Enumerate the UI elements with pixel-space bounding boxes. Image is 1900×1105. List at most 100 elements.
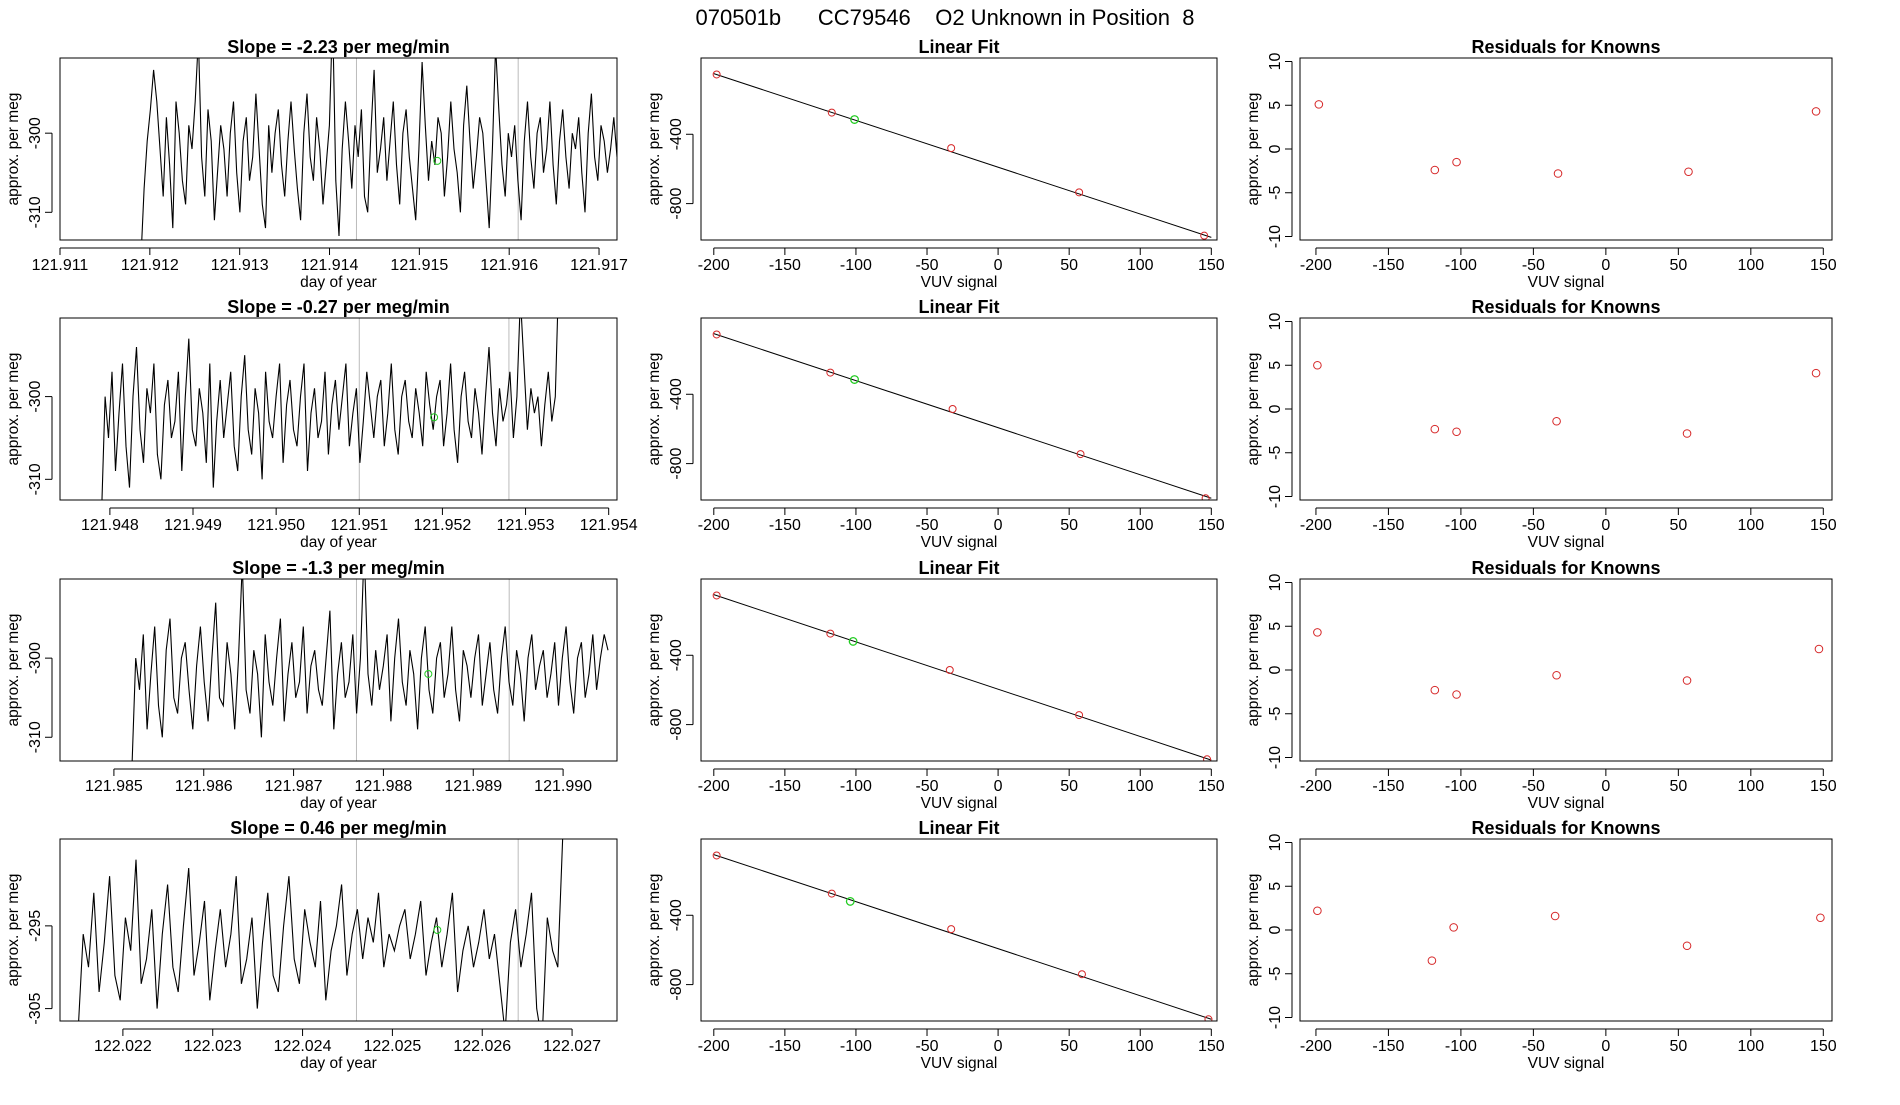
y-axis-label: approx. per meg bbox=[1245, 353, 1262, 466]
plot-frame bbox=[700, 57, 1218, 241]
x-tick-label: 121.986 bbox=[175, 778, 233, 795]
y-tick-label: 0 bbox=[1267, 144, 1284, 153]
x-tick-label: 150 bbox=[1198, 257, 1225, 274]
panel-title: Linear Fit bbox=[918, 818, 999, 838]
known-point bbox=[827, 889, 836, 898]
x-tick-label: 50 bbox=[1669, 778, 1687, 795]
unknown-point bbox=[430, 413, 439, 422]
panel-title: Linear Fit bbox=[918, 37, 999, 57]
data-series-line bbox=[131, 579, 609, 761]
y-tick-label: 10 bbox=[1267, 53, 1284, 71]
plot-frame bbox=[1299, 57, 1833, 241]
residual-point bbox=[1449, 923, 1458, 932]
x-axis-label: VUV signal bbox=[921, 795, 998, 812]
x-axis: -200 -150 -100 -50 0 50 100 150 bbox=[1300, 1028, 1837, 1055]
x-tick-label: -50 bbox=[1522, 1038, 1545, 1055]
panel-residuals-2: Residuals for Knowns-200 -150 -100 -50 0 50 10… bbox=[1245, 558, 1837, 812]
y-axis-label: approx. per meg bbox=[646, 353, 663, 466]
y-tick-label: -10 bbox=[1267, 1006, 1284, 1029]
panel-linearfit-0: Linear Fit -200 -150 -100 -50 0 50 100 150 VUV si… bbox=[646, 37, 1225, 291]
y-axis: -10 -5 0 5 10 bbox=[1267, 834, 1293, 1029]
y-tick-label: 5 bbox=[1267, 622, 1284, 631]
y-tick-label: 10 bbox=[1267, 574, 1284, 592]
known-point bbox=[1077, 970, 1086, 979]
y-tick-label: -5 bbox=[1267, 967, 1284, 981]
known-point bbox=[712, 851, 721, 860]
plot-area bbox=[712, 70, 1212, 240]
residual-point bbox=[1314, 100, 1324, 109]
y-axis: -310 -300 bbox=[27, 117, 53, 228]
x-tick-label: 0 bbox=[994, 778, 1003, 795]
plot-frame bbox=[1299, 317, 1833, 501]
x-tick-label: 100 bbox=[1737, 778, 1764, 795]
y-tick-label: -800 bbox=[668, 968, 685, 1000]
x-tick-label: 150 bbox=[1198, 1038, 1225, 1055]
residual-point bbox=[1452, 427, 1461, 437]
y-axis-label: approx. per meg bbox=[5, 353, 22, 466]
x-axis-label: VUV signal bbox=[921, 1055, 998, 1072]
fit-line bbox=[713, 73, 1212, 238]
plot-area bbox=[712, 330, 1212, 500]
x-axis-label: day of year bbox=[300, 534, 377, 551]
y-tick-label: 10 bbox=[1267, 313, 1284, 331]
plot-area bbox=[131, 579, 609, 761]
plot-area bbox=[1313, 628, 1824, 699]
plot-area bbox=[1314, 100, 1821, 178]
y-tick-label: -10 bbox=[1267, 485, 1284, 508]
y-tick-label: -300 bbox=[27, 117, 44, 149]
residual-point bbox=[1427, 956, 1437, 965]
plot-frame bbox=[700, 578, 1218, 762]
unknown-point bbox=[848, 636, 858, 646]
x-tick-label: 121.911 bbox=[32, 257, 89, 274]
x-tick-label: 100 bbox=[1127, 257, 1154, 274]
x-tick-label: 50 bbox=[1060, 778, 1078, 795]
panel-title: Slope = -2.23 per meg/min bbox=[227, 37, 450, 57]
x-axis-label: VUV signal bbox=[921, 534, 998, 551]
x-tick-label: 121.987 bbox=[265, 778, 323, 795]
known-point bbox=[945, 666, 954, 674]
plot-frame bbox=[59, 57, 618, 241]
x-tick-label: -200 bbox=[698, 257, 730, 274]
panel-title: Residuals for Knowns bbox=[1471, 37, 1660, 57]
x-tick-label: 122.024 bbox=[274, 1038, 332, 1055]
y-tick-label: -295 bbox=[27, 910, 44, 942]
y-tick-label: -400 bbox=[668, 899, 685, 931]
x-tick-label: 50 bbox=[1060, 517, 1078, 534]
x-tick-label: 0 bbox=[994, 517, 1003, 534]
plot-area bbox=[141, 58, 617, 240]
y-tick-label: -800 bbox=[668, 187, 685, 219]
x-tick-label: -200 bbox=[1300, 778, 1332, 795]
plot-frame bbox=[1299, 578, 1833, 762]
y-axis: -800 -400 bbox=[668, 639, 694, 741]
x-tick-label: -100 bbox=[1445, 517, 1477, 534]
x-tick-label: -150 bbox=[1372, 257, 1404, 274]
x-tick-label: 50 bbox=[1669, 257, 1687, 274]
x-tick-label: -50 bbox=[915, 257, 938, 274]
x-tick-label: 121.948 bbox=[81, 517, 139, 534]
residual-point bbox=[1452, 157, 1461, 167]
x-axis-label: VUV signal bbox=[1528, 1055, 1605, 1072]
known-point bbox=[826, 629, 835, 638]
fit-line bbox=[713, 594, 1212, 761]
x-tick-label: 121.985 bbox=[85, 778, 143, 795]
x-tick-label: -100 bbox=[840, 778, 872, 795]
x-tick-label: -200 bbox=[1300, 257, 1332, 274]
x-tick-label: 100 bbox=[1737, 257, 1764, 274]
y-axis: -10 -5 0 5 10 bbox=[1267, 53, 1293, 248]
x-tick-label: 50 bbox=[1060, 257, 1078, 274]
panel-residuals-3: Residuals for Knowns-200 -150 -100 -50 0 50 10… bbox=[1245, 818, 1837, 1072]
x-axis: -200 -150 -100 -50 0 50 100 150 bbox=[698, 507, 1225, 534]
x-tick-label: 100 bbox=[1127, 1038, 1154, 1055]
panel-title: Slope = -0.27 per meg/min bbox=[227, 297, 450, 317]
plot-frame bbox=[59, 317, 618, 501]
x-axis-label: day of year bbox=[300, 1055, 377, 1072]
x-tick-label: 121.951 bbox=[330, 517, 388, 534]
residual-point bbox=[1682, 429, 1692, 438]
known-point bbox=[1075, 711, 1084, 720]
unknown-point bbox=[850, 115, 859, 124]
x-tick-label: 121.913 bbox=[211, 257, 269, 274]
residual-point bbox=[1816, 913, 1825, 923]
